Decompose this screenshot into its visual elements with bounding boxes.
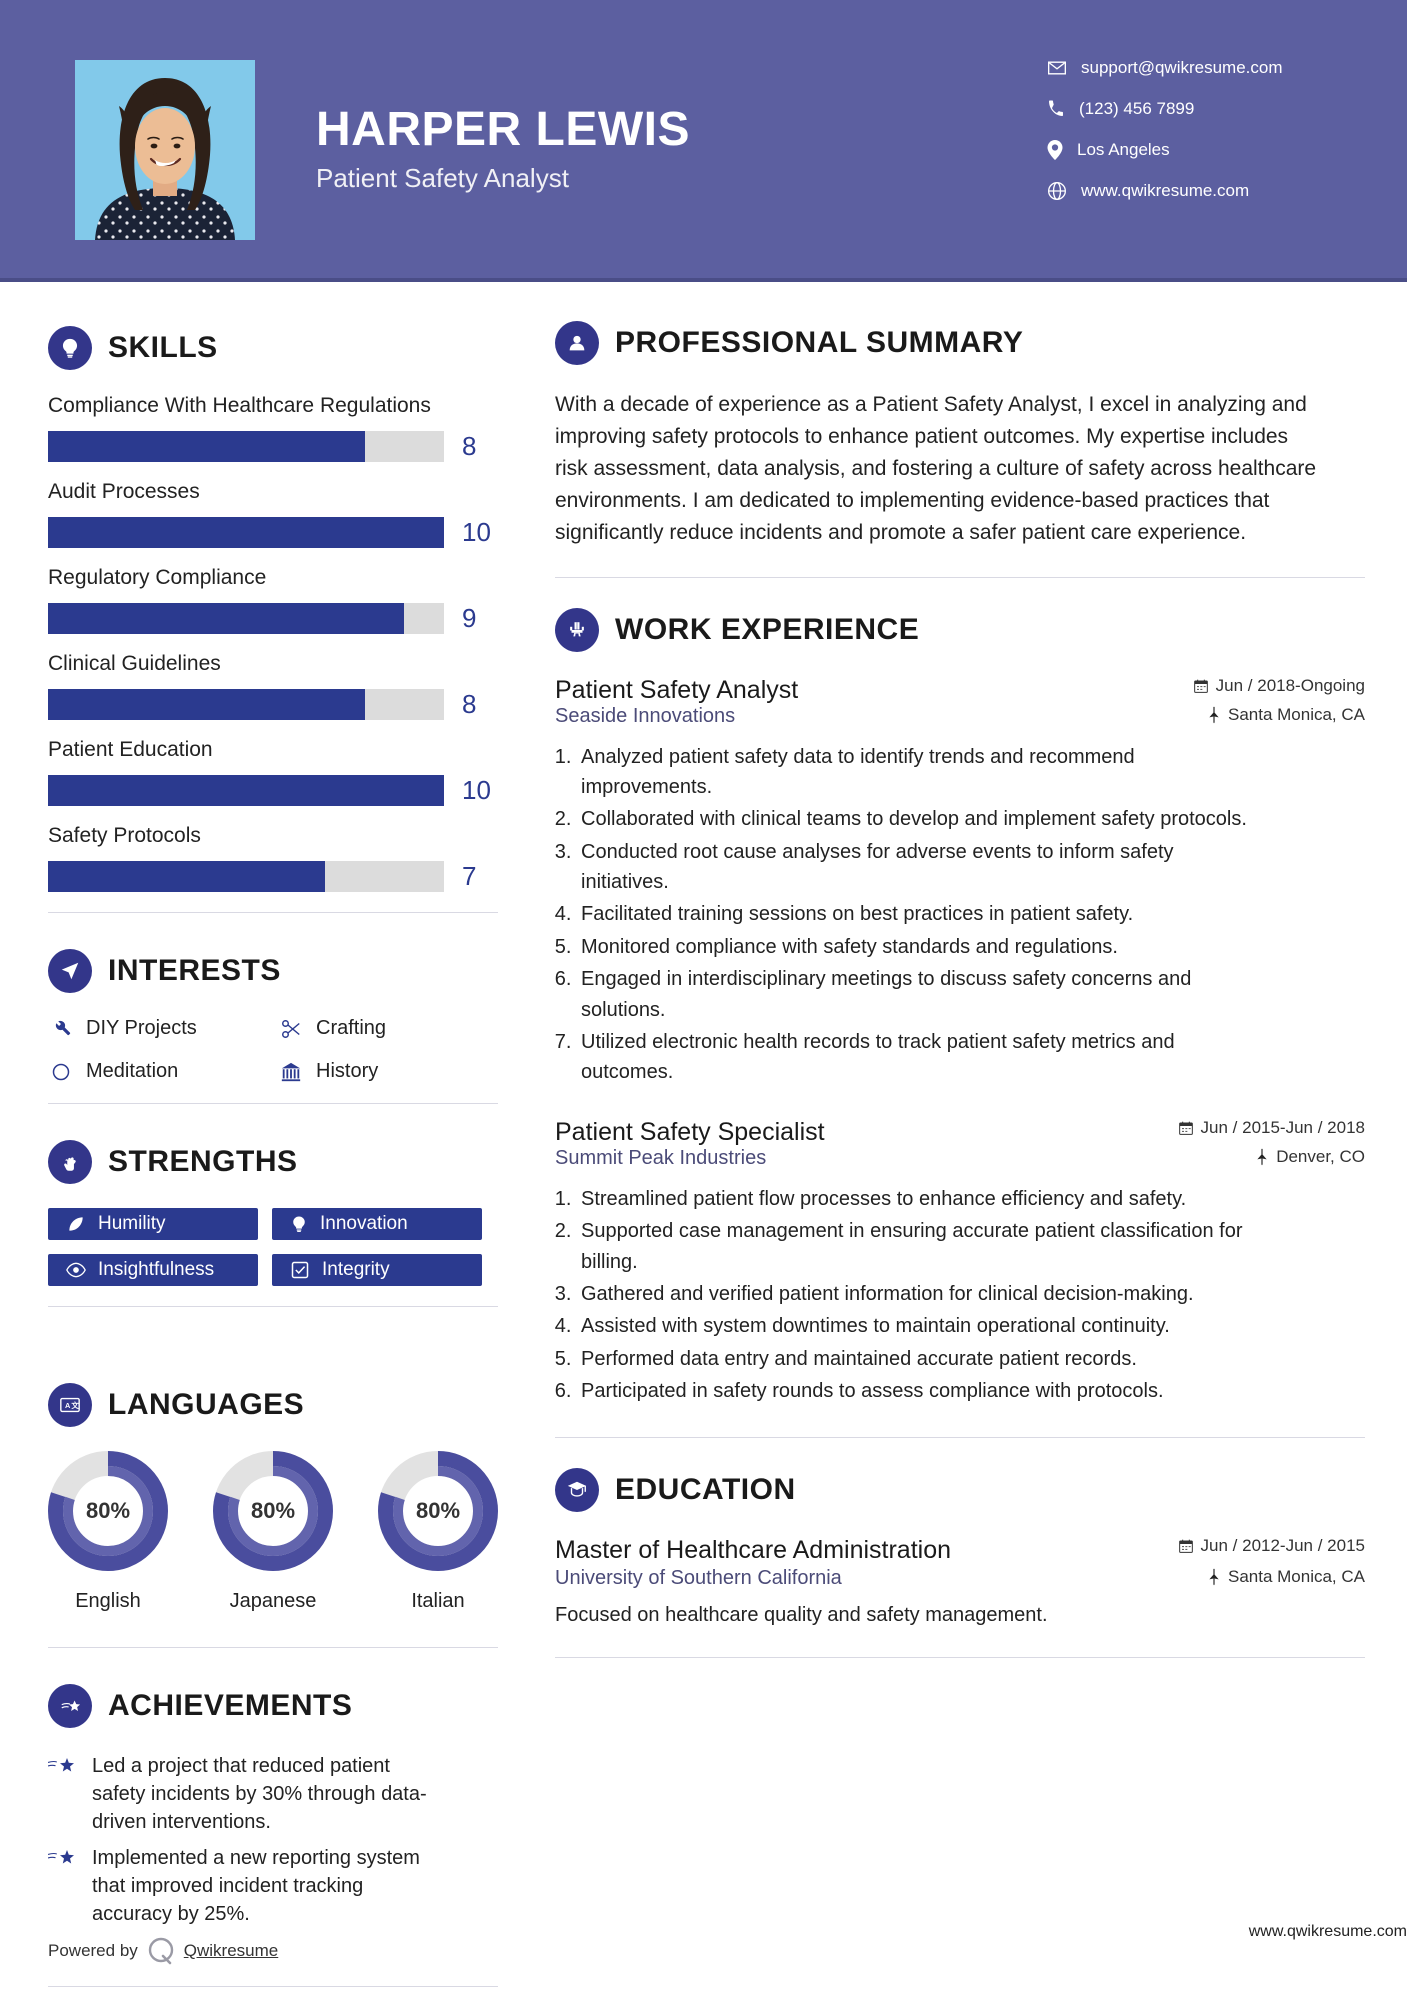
svg-text:80%: 80% (416, 1498, 460, 1523)
svg-text:A: A (65, 1401, 71, 1410)
svg-text:文: 文 (70, 1401, 79, 1410)
svg-text:80%: 80% (251, 1498, 295, 1523)
svg-text:80%: 80% (86, 1498, 130, 1523)
